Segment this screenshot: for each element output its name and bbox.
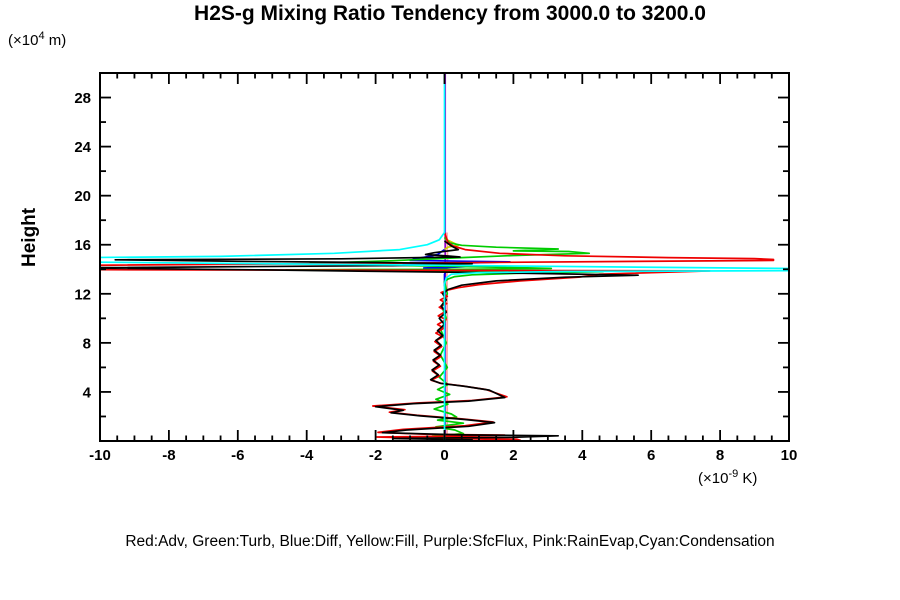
x-unit-prefix: (×10	[698, 470, 729, 487]
series-line-adv	[100, 232, 775, 441]
x-tick-label: 2	[509, 447, 517, 464]
x-tick-label: 8	[716, 447, 724, 464]
x-unit-suffix: K)	[738, 470, 758, 487]
x-tick-label: 10	[781, 447, 798, 464]
series-legend-text: Red:Adv, Green:Turb, Blue:Diff, Yellow:F…	[125, 533, 775, 550]
x-tick-label: -10	[89, 447, 111, 464]
y-tick-label: 8	[83, 335, 91, 352]
x-tick-label: -8	[162, 447, 175, 464]
x-tick-label: 6	[647, 447, 655, 464]
chart-title: H2S-g Mixing Ratio Tendency from 3000.0 …	[194, 2, 706, 25]
series-line-total	[100, 240, 639, 441]
y-tick-label: 28	[74, 90, 91, 107]
y-tick-label: 16	[74, 237, 91, 254]
x-axis-unit-label: (×10-9 K)	[698, 468, 757, 487]
y-unit-suffix: m)	[44, 32, 67, 49]
y-tick-label: 4	[83, 384, 92, 401]
x-tick-label: 0	[440, 447, 448, 464]
y-unit-exponent: 4	[38, 30, 45, 42]
series-line-rainevap	[446, 232, 449, 441]
y-tick-label: 12	[74, 286, 91, 303]
y-unit-prefix: (×10	[8, 32, 39, 49]
y-axis-unit-label: (×104 m)	[8, 30, 66, 49]
x-unit-exponent: -9	[728, 468, 739, 480]
x-tick-label: -6	[231, 447, 244, 464]
series-lines	[100, 73, 789, 441]
series-line-condensation	[100, 73, 789, 441]
x-tick-label: -2	[369, 447, 382, 464]
x-tick-label: 4	[578, 447, 587, 464]
y-tick-label: 24	[74, 139, 91, 156]
x-tick-label: -4	[300, 447, 314, 464]
y-tick-label: 20	[74, 188, 91, 205]
